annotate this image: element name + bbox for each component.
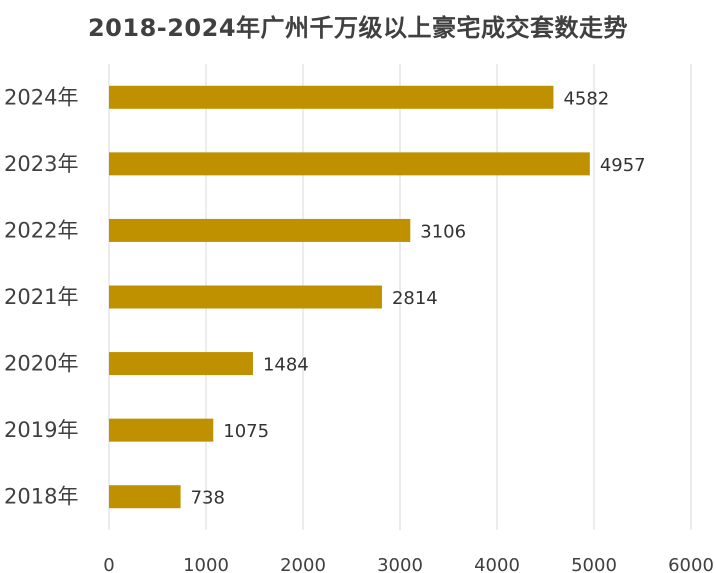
category-label: 2022年 bbox=[4, 218, 78, 242]
bar bbox=[109, 418, 214, 442]
bar bbox=[109, 285, 382, 309]
bar bbox=[109, 218, 411, 242]
data-label: 4582 bbox=[563, 88, 609, 109]
x-tick-label: 0 bbox=[103, 555, 114, 573]
category-labels: 2024年 2023年 2022年 2021年 2020年 2019年 2018年 bbox=[4, 85, 78, 508]
data-label: 1484 bbox=[263, 355, 309, 376]
bar bbox=[109, 85, 554, 109]
x-tick-label: 1000 bbox=[183, 555, 229, 573]
x-tick-label: 2000 bbox=[280, 555, 326, 573]
category-label: 2018年 bbox=[4, 485, 78, 509]
chart-title: 2018-2024年广州千万级以上豪宅成交套数走势 bbox=[87, 14, 629, 42]
data-label: 4957 bbox=[600, 155, 646, 176]
data-label: 1075 bbox=[223, 421, 269, 442]
data-label: 3106 bbox=[420, 221, 466, 242]
bar bbox=[109, 152, 590, 176]
category-label: 2019年 bbox=[4, 418, 78, 442]
data-labels: 4582 4957 3106 2814 1484 1075 738 bbox=[191, 88, 646, 508]
data-label: 738 bbox=[191, 488, 225, 509]
category-label: 2023年 bbox=[4, 152, 78, 176]
category-label: 2020年 bbox=[4, 352, 78, 376]
x-tick-label: 5000 bbox=[571, 555, 617, 573]
category-label: 2024年 bbox=[4, 85, 78, 109]
x-tick-label: 3000 bbox=[377, 555, 423, 573]
x-tick-label: 4000 bbox=[474, 555, 520, 573]
data-label: 2814 bbox=[392, 288, 438, 309]
bars bbox=[109, 85, 590, 509]
x-tick-label: 6000 bbox=[668, 555, 714, 573]
category-label: 2021年 bbox=[4, 285, 78, 309]
x-axis-tick-labels: 0 1000 2000 3000 4000 5000 6000 bbox=[103, 555, 714, 573]
bar bbox=[109, 352, 253, 376]
bar bbox=[109, 485, 181, 509]
